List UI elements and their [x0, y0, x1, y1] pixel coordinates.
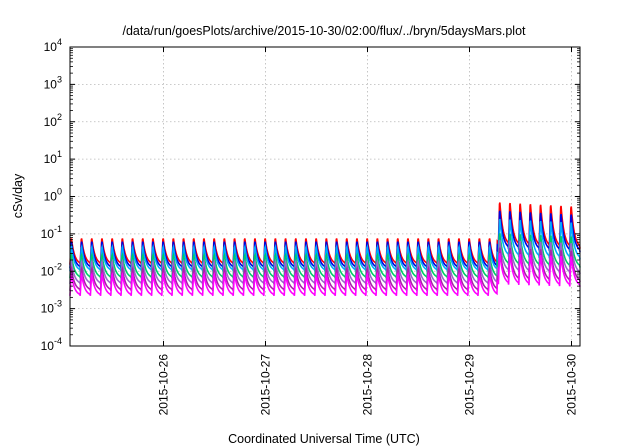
data-series	[69, 202, 581, 297]
plot-frame	[69, 46, 581, 347]
y-tick-label: 102	[44, 112, 62, 129]
y-tick-label: 10-4	[41, 336, 62, 353]
y-tick-label: 104	[44, 37, 62, 54]
x-tick-label: 2015-10-29	[463, 354, 477, 416]
x-tick-label: 2015-10-27	[259, 354, 273, 416]
y-tick-label: 10-1	[41, 224, 62, 241]
y-tick-label: 101	[44, 149, 62, 166]
series-line-7	[69, 253, 581, 297]
y-axis-title: cSv/day	[11, 173, 25, 218]
axes: 10-4 10-3 10-2 10-1 100 101 102 103 104 2015-10-2…	[41, 37, 580, 415]
chart-title: /data/run/goesPlots/archive/2015-10-30/0…	[122, 24, 526, 38]
y-tick-label: 10-3	[41, 299, 62, 316]
x-tick-label: 2015-10-28	[361, 354, 375, 416]
y-tick-label: 100	[44, 187, 62, 204]
x-axis-title: Coordinated Universal Time (UTC)	[228, 432, 420, 446]
grid-lines	[70, 47, 580, 346]
y-tick-label: 10-2	[41, 261, 62, 278]
x-tick-label: 2015-10-30	[565, 354, 579, 416]
x-tick-label: 2015-10-26	[157, 354, 171, 416]
y-tick-label: 103	[44, 74, 62, 91]
